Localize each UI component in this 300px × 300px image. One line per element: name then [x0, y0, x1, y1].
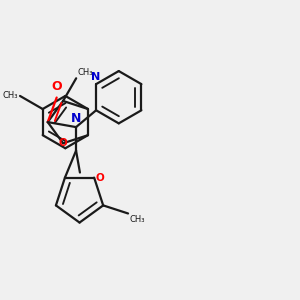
Text: O: O [51, 80, 62, 93]
Text: N: N [92, 72, 101, 82]
Text: CH₃: CH₃ [130, 215, 145, 224]
Text: CH₃: CH₃ [3, 92, 18, 100]
Text: O: O [59, 138, 68, 148]
Text: O: O [96, 172, 105, 183]
Text: CH₃: CH₃ [78, 68, 93, 76]
Text: N: N [71, 112, 81, 125]
